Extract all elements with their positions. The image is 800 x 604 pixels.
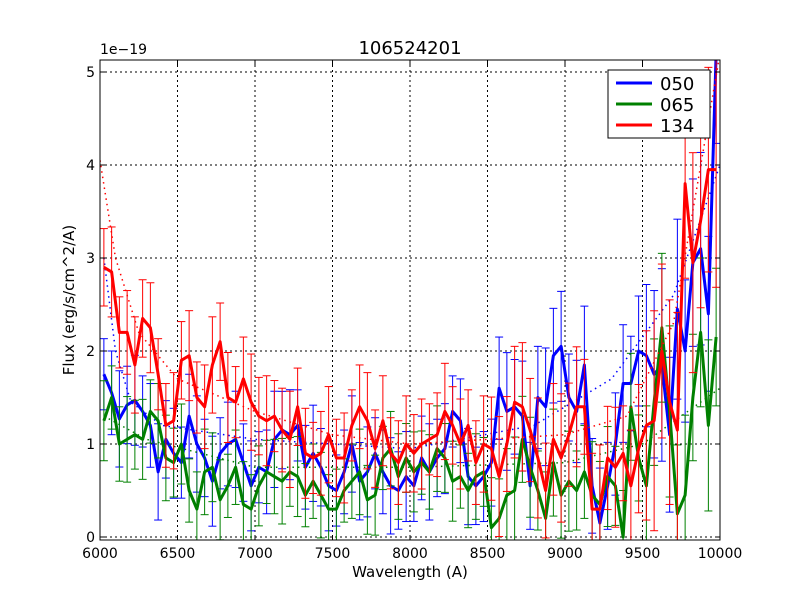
x-tick-label: 7000 bbox=[237, 546, 273, 562]
y-offset-label: 1e−19 bbox=[100, 42, 147, 58]
legend-label-065: 065 bbox=[660, 95, 694, 116]
y-tick-label: 5 bbox=[86, 65, 95, 81]
series-065 bbox=[100, 253, 720, 583]
x-tick-label: 8000 bbox=[392, 546, 428, 562]
y-tick-label: 3 bbox=[86, 251, 95, 267]
chart-title: 106524201 bbox=[358, 38, 461, 59]
x-axis-label: Wavelength (A) bbox=[352, 563, 468, 581]
y-tick-label: 2 bbox=[86, 344, 95, 360]
legend-label-134: 134 bbox=[660, 116, 694, 137]
x-tick-label: 10000 bbox=[698, 546, 743, 562]
x-tick-label: 6500 bbox=[160, 546, 196, 562]
x-tick-label: 8500 bbox=[470, 546, 506, 562]
y-tick-label: 1 bbox=[86, 437, 95, 453]
x-tick-label: 9000 bbox=[547, 546, 583, 562]
x-tick-label: 6000 bbox=[82, 546, 118, 562]
x-tick-label: 9500 bbox=[625, 546, 661, 562]
y-axis-label: Flux (erg/s/cm^2/A) bbox=[60, 225, 78, 376]
y-tick-label: 4 bbox=[86, 158, 95, 174]
x-tick-label: 7500 bbox=[315, 546, 351, 562]
model-line-050 bbox=[104, 165, 720, 449]
legend-label-050: 050 bbox=[660, 74, 694, 95]
y-tick-label: 0 bbox=[86, 530, 95, 546]
